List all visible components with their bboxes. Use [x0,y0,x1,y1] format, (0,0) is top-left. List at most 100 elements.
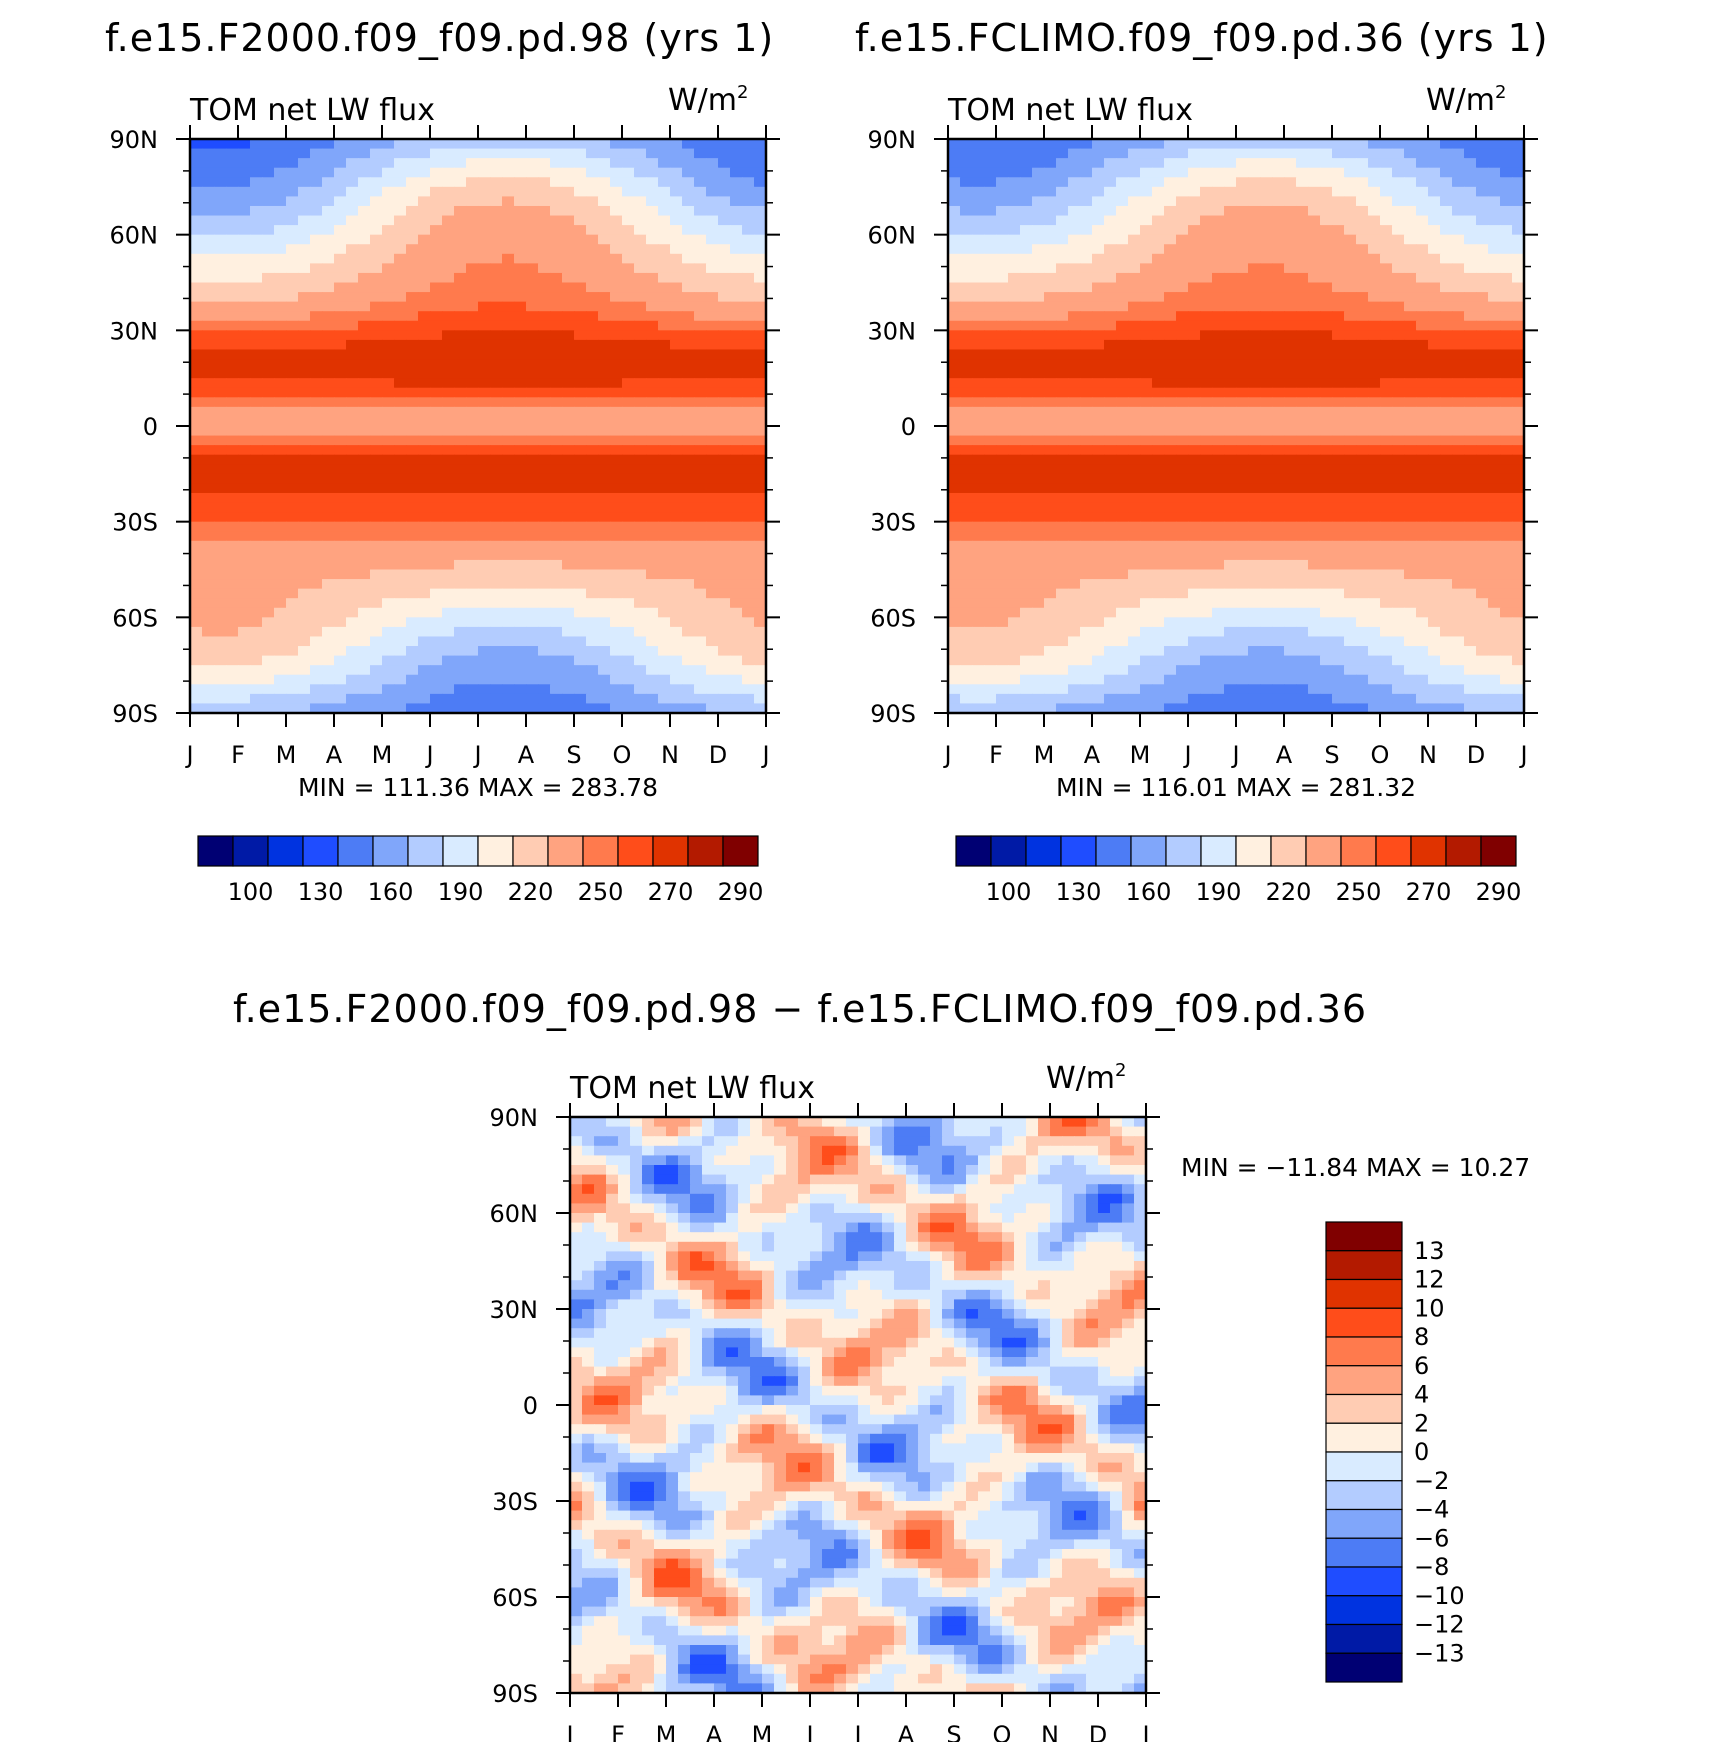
heat-cell [1236,234,1249,245]
heat-cell [1020,139,1033,150]
heat-cell [310,473,323,484]
heat-cell [1368,292,1381,303]
heat-cell [418,406,431,418]
heat-cell [1128,292,1141,303]
heat-cell [358,416,371,427]
heat-cell [1020,416,1033,427]
heat-cell [562,473,575,484]
heat-cell [238,473,251,484]
heat-cell [274,703,287,714]
heat-cell [466,464,479,475]
heat-cell [1500,292,1513,303]
heat-cell [1116,397,1129,408]
heat-cell [1368,167,1381,178]
heat-cell [1140,387,1153,398]
heat-cell [754,693,767,705]
heat-cell [1032,426,1045,437]
heat-cell [574,665,587,676]
heat-cell [754,703,767,714]
heat-cell [1164,416,1177,427]
heat-cell [550,435,563,446]
heat-cell [310,559,323,571]
heat-cell [586,569,599,580]
heat-cell [490,301,503,312]
heat-cell [634,225,647,236]
heat-cell [334,693,347,705]
heat-cell [1380,445,1393,456]
heat-cell [454,502,467,513]
heat-cell [646,330,659,341]
heat-cell [1116,502,1129,513]
heat-cell [1296,464,1309,475]
heat-cell [1476,301,1489,312]
heat-cell [586,636,599,647]
heat-cell [454,292,467,303]
heat-cell [622,540,635,551]
heat-cell [454,196,467,207]
heat-cell [430,665,443,676]
heat-cell [442,617,455,628]
heat-cell [972,435,985,446]
heat-cell [1248,301,1261,312]
heat-cell [334,282,347,293]
heat-cell [358,512,371,523]
heat-cell [394,502,407,513]
heat-cell [1416,205,1429,217]
heat-cell [310,177,323,188]
heat-cell [406,339,419,351]
heat-cell [1260,301,1273,312]
heat-cell [550,253,563,264]
heat-cell [670,167,683,178]
heat-cell [742,626,755,638]
heat-cell [960,349,973,360]
heat-cell [478,148,491,159]
heat-cell [706,186,719,197]
heat-cell [550,445,563,456]
heat-cell [442,311,455,322]
heat-cell [1236,253,1249,264]
x-tick-label: S [566,741,581,769]
heat-cell [526,244,539,255]
heat-cell [1476,205,1489,217]
heat-cell [1476,186,1489,197]
heat-cell [370,521,383,532]
heat-cell [1464,244,1477,255]
heat-cell [298,292,311,303]
heat-cell [1464,148,1477,159]
heat-cell [718,626,731,638]
heat-cell [1356,244,1369,255]
heat-cell [948,531,961,542]
heat-cell [478,339,491,351]
heat-cell [622,607,635,618]
heat-cell [286,311,299,322]
heat-cell [1008,272,1021,284]
heat-cell [1476,435,1489,446]
heat-cell [742,320,755,331]
heat-cell [514,234,527,245]
heat-cell [1248,292,1261,303]
heat-cell [742,512,755,523]
heat-cell [358,426,371,437]
heat-cell [622,588,635,599]
heat-cell [598,665,611,676]
heat-cell [1080,263,1093,274]
heat-cell [442,320,455,331]
heat-cell [334,473,347,484]
heat-cell [562,483,575,494]
heat-cell [1092,349,1105,360]
heat-cell [1080,416,1093,427]
heat-cell [598,339,611,351]
heat-cell [1440,244,1453,255]
heat-cell [490,684,503,695]
heat-cell [238,359,251,370]
heat-cell [1404,225,1417,236]
heat-cell [1308,311,1321,322]
heat-cell [298,378,311,389]
heat-cell [298,311,311,322]
heat-cell [1332,311,1345,322]
heat-cell [634,588,647,599]
heat-cell [1272,368,1285,379]
heat-cell [1200,464,1213,475]
heat-cell [562,617,575,628]
colorbar-swatch [407,835,444,867]
